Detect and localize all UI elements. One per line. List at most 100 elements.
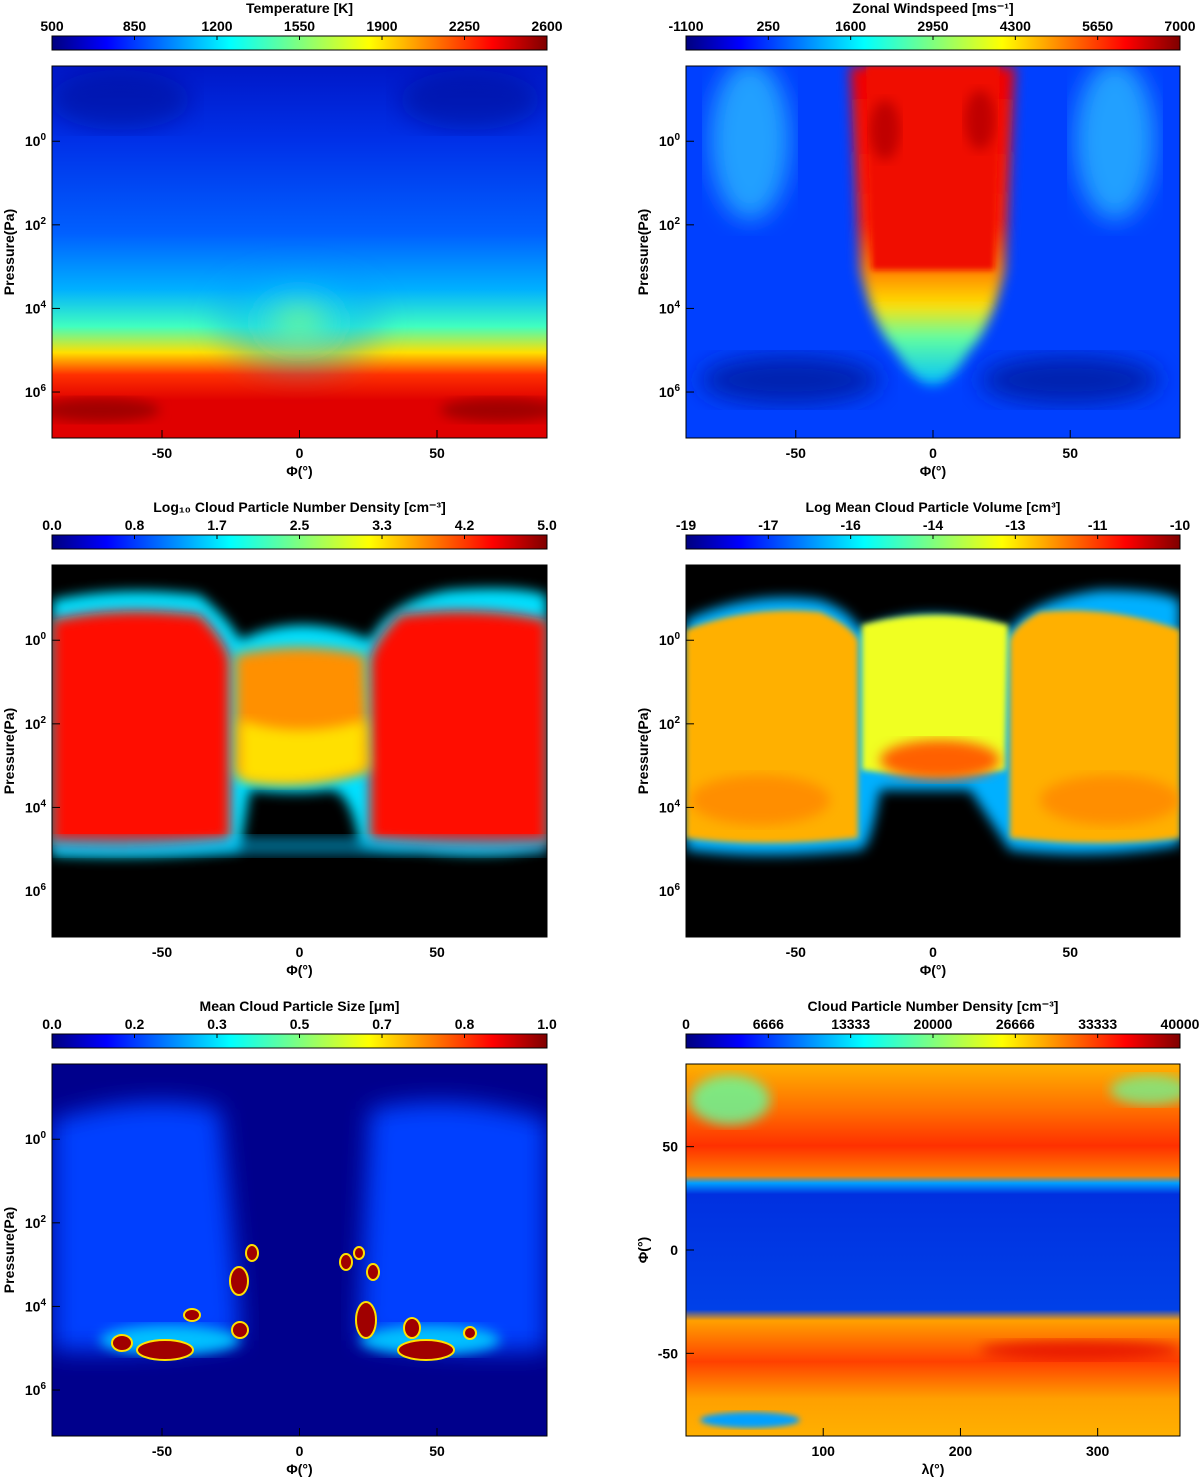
heatmap-zonal-wind [686,66,1180,438]
colorbar-tick-label: 1600 [835,18,866,34]
y-tick-label: 0 [670,1242,678,1258]
y-tick-label: 102 [25,216,47,233]
x-tick-label: 0 [296,445,304,461]
colorbar-tick-label: 6666 [753,1016,784,1032]
x-tick-label: 50 [1062,445,1078,461]
panel-zonal-wind [685,65,1181,439]
x-axis-label: Φ(°) [286,463,312,479]
y-tick-label: 106 [659,383,681,400]
x-tick-label: -50 [152,445,172,461]
y-tick-label: 100 [659,631,681,648]
y-axis-label: Pressure(Pa) [1,1207,17,1293]
x-axis-label: Φ(°) [286,962,312,978]
x-axis-label: Φ(°) [920,962,946,978]
x-tick-label: 50 [1062,944,1078,960]
colorbar-tick-label: 0.2 [125,1016,145,1032]
colorbar-tick-label: 0.5 [290,1016,310,1032]
y-tick-label: 106 [25,383,47,400]
colorbar-tick-label: 1550 [284,18,315,34]
y-tick-label: 102 [659,216,681,233]
colorbar-tick-label: -14 [923,517,943,533]
x-tick-label: 300 [1086,1443,1110,1459]
y-tick-label: 106 [25,882,47,899]
colorbar-tick-label: 0.0 [42,1016,62,1032]
chart-title: Cloud Particle Number Density [cm⁻³] [808,998,1059,1014]
y-tick-label: 100 [25,132,47,149]
colorbar-tick-label: -16 [841,517,861,533]
y-axis: 100 102 104 106 [659,631,681,899]
y-tick-label: 102 [25,1214,47,1231]
colorbar-tick-label: 4.2 [455,517,475,533]
colorbar-tick-label: 2950 [917,18,948,34]
y-axis: 100 102 104 106 [659,132,681,400]
y-tick-label: 106 [25,1381,47,1398]
colorbar-tick-label: 1.7 [207,517,227,533]
x-tick-label: -50 [152,944,172,960]
chart-title: Temperature [K] [246,0,353,16]
y-tick-label: 50 [662,1139,678,1155]
y-axis: 100 102 104 106 [25,631,47,899]
x-axis-label: Φ(°) [286,1461,312,1477]
panel-number-density-map [685,1063,1181,1437]
y-tick-label: 104 [25,1297,47,1314]
x-tick-label: 200 [949,1443,973,1459]
colorbar-tick-label: 40000 [1161,1016,1200,1032]
colorbar-tick-label: 2250 [449,18,480,34]
colorbar-tick-label: 1900 [366,18,397,34]
y-tick-label: 104 [25,798,47,815]
colorbar-tick-label: 5.0 [537,517,557,533]
colorbar-tick-label: -11 [1088,517,1108,533]
y-tick-label: 102 [25,715,47,732]
y-tick-label: 100 [25,631,47,648]
colorbar-tick-label: 0 [682,1016,690,1032]
panel-log-number-density [51,564,548,938]
y-axis-label: Pressure(Pa) [1,209,17,295]
y-axis-label: Φ(°) [635,1237,651,1263]
chart-title: Mean Cloud Particle Size [μm] [200,998,400,1014]
colorbar-tick-label: 3.3 [372,517,392,533]
heatmap-log-mean-volume [686,565,1180,937]
y-axis-label: Pressure(Pa) [1,708,17,794]
size-hotspots [111,1244,477,1361]
colorbar-tick-label: -17 [758,517,778,533]
x-tick-label: -50 [786,445,806,461]
x-axis-label: Φ(°) [920,463,946,479]
colorbar-tick-label: 850 [123,18,147,34]
y-tick-label: 104 [659,299,681,316]
x-tick-label: 0 [296,1443,304,1459]
colorbar-tick-label: 13333 [831,1016,870,1032]
y-axis-label: Pressure(Pa) [635,708,651,794]
panel-log-mean-volume [685,564,1181,938]
y-tick-label: 106 [659,882,681,899]
colorbar-tick-label: 4300 [1000,18,1031,34]
x-tick-label: 50 [429,944,445,960]
y-tick-label: 104 [25,299,47,316]
y-axis-label: Pressure(Pa) [635,209,651,295]
colorbar-tick-label: -10 [1170,517,1190,533]
x-tick-label: -50 [152,1443,172,1459]
colorbar-tick-label: 0.8 [455,1016,475,1032]
colorbar-tick-label: 33333 [1078,1016,1117,1032]
y-tick-label: 100 [25,1130,47,1147]
y-axis: 100 102 104 106 [25,1130,47,1398]
chart-title: Log₁₀ Cloud Particle Number Density [cm⁻… [153,499,446,515]
panel-mean-size [51,1063,548,1437]
x-axis-label: λ(°) [922,1461,945,1477]
colorbar-tick-label: 26666 [996,1016,1035,1032]
colorbar-tick-label: 500 [40,18,64,34]
colorbar-tick-label: 0.8 [125,517,145,533]
colorbar-tick-label: 7000 [1164,18,1195,34]
panel-temperature [51,65,548,439]
heatmap-mean-size [52,1064,547,1436]
colorbar-tick-label: 1.0 [537,1016,557,1032]
y-axis: 100 102 104 106 [25,132,47,400]
colorbar-tick-label: 1200 [201,18,232,34]
x-tick-label: 100 [812,1443,836,1459]
colorbar-tick-label: -1100 [668,18,703,34]
colorbar-tick-label: -19 [676,517,696,533]
colorbar-tick-label: 0.3 [207,1016,227,1032]
x-tick-label: 50 [429,445,445,461]
y-tick-label: 104 [659,798,681,815]
